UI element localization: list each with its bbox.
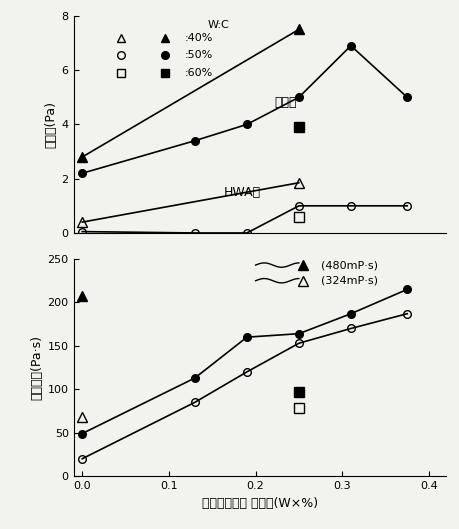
Text: HWA계: HWA계 (224, 186, 261, 199)
Text: :40%: :40% (184, 33, 213, 42)
X-axis label: 분리저감제의 첨가율(W×%): 분리저감제의 첨가율(W×%) (202, 497, 317, 509)
Text: (480mP·s): (480mP·s) (320, 260, 377, 270)
Y-axis label: 항복치(Pa): 항복치(Pa) (45, 101, 57, 148)
Text: :50%: :50% (184, 50, 213, 60)
Y-axis label: 소성점도(Pa·s): 소성점도(Pa·s) (30, 335, 43, 400)
Text: (324mP·s): (324mP·s) (320, 276, 377, 286)
Text: W:C: W:C (207, 20, 229, 30)
Text: 플랜게: 플랜게 (274, 96, 297, 110)
Text: :60%: :60% (184, 68, 213, 78)
